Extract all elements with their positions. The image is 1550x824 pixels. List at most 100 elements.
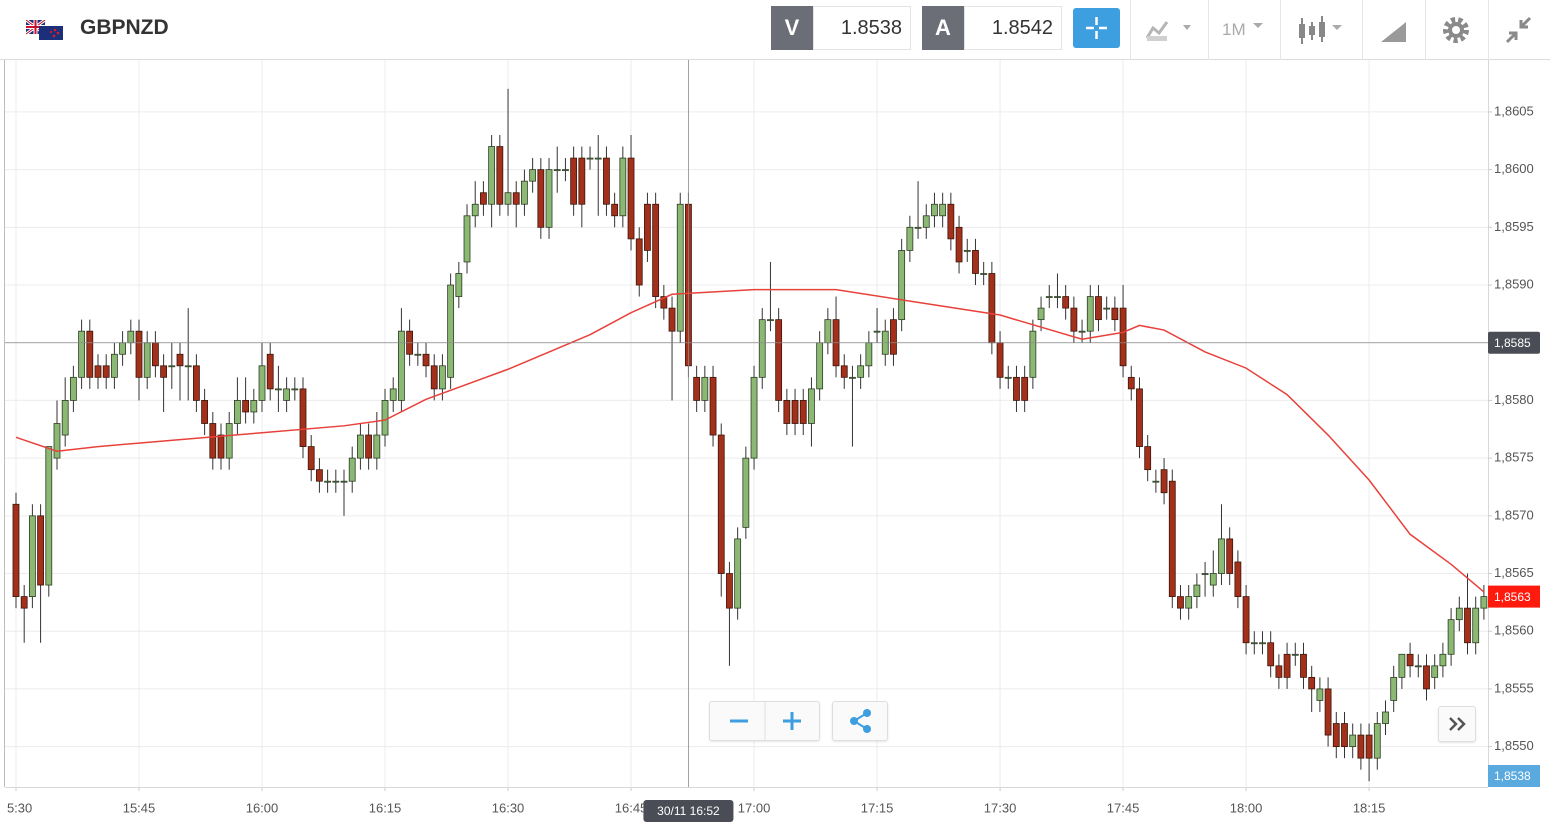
candle-body <box>742 457 750 528</box>
candle-body <box>143 342 151 378</box>
candle-body <box>1357 734 1365 759</box>
candle-body <box>447 284 455 378</box>
candle-body <box>1111 307 1119 321</box>
candle-body <box>955 226 963 263</box>
candle-body <box>217 434 225 459</box>
candle-body <box>808 388 815 424</box>
candle-body <box>1037 307 1045 321</box>
bid-price-label: 1,8538 <box>1494 769 1531 783</box>
candle-body <box>45 446 53 586</box>
candle-body <box>562 169 569 172</box>
candle-body <box>775 319 783 401</box>
ask-price: 1.8542 <box>964 6 1062 50</box>
candle-body <box>1209 573 1217 586</box>
candle-body <box>332 480 340 483</box>
candle-body <box>1308 676 1316 690</box>
candle-body <box>840 365 848 378</box>
candle-body <box>914 226 922 229</box>
crosshair-time-label: 30/11 16:52 <box>657 804 720 818</box>
candle-body <box>1431 665 1439 678</box>
zoom-in-button[interactable] <box>765 701 820 741</box>
candle-body <box>86 330 94 378</box>
x-tick-label: 16:45 <box>615 800 648 815</box>
candle-body <box>660 296 668 309</box>
candle-body <box>816 342 824 390</box>
x-tick-label: 17:00 <box>738 800 771 815</box>
candle-body <box>701 376 709 401</box>
candle-body <box>1332 723 1340 748</box>
zoom-out-button[interactable] <box>709 701 764 741</box>
candle-style-button[interactable] <box>1296 14 1352 48</box>
candle-body <box>750 376 758 459</box>
candle-body <box>578 157 586 205</box>
candle-body <box>168 365 176 368</box>
candle-body <box>357 434 364 459</box>
candle-body <box>512 192 520 205</box>
candle-body <box>963 250 971 252</box>
candle-body <box>1193 584 1201 597</box>
candle-body <box>1045 296 1053 298</box>
crosshair-time-box <box>643 800 734 822</box>
x-tick-label: 15:30 <box>0 800 32 815</box>
y-axis: 1,8550 1,8555 1,8560 1,8565 1,8570 1,8575 1,85… <box>1488 103 1534 753</box>
timeframe[interactable]: 1M <box>1222 20 1246 39</box>
candle-body <box>28 515 36 597</box>
candle-body <box>635 238 643 286</box>
candle-body <box>1464 607 1471 644</box>
candle-body <box>857 365 865 378</box>
candle-body <box>193 365 200 401</box>
candle-body <box>1406 653 1414 667</box>
candle-body <box>455 273 463 297</box>
candle-body <box>947 203 955 240</box>
candle-body <box>1021 376 1029 401</box>
candle-body <box>471 203 479 217</box>
candle-body <box>1283 653 1291 678</box>
candle-body <box>12 503 20 597</box>
candle-body <box>160 365 167 378</box>
candle-body <box>652 203 660 297</box>
candle-body <box>176 353 184 367</box>
candle-body <box>1054 296 1061 298</box>
candle-body <box>865 342 873 367</box>
candle-body <box>791 400 799 424</box>
candle-body <box>373 434 381 459</box>
symbol: GBPNZD <box>80 16 169 39</box>
candle-body <box>1070 307 1078 332</box>
candle-body <box>1013 376 1020 401</box>
draw-tool-button[interactable] <box>1378 16 1410 46</box>
candle-body <box>266 353 274 390</box>
x-tick-label: 16:15 <box>369 800 402 815</box>
candle-body <box>1119 307 1127 367</box>
candle-body <box>726 573 733 609</box>
candle-body <box>78 330 85 378</box>
candle-body <box>603 157 610 205</box>
x-tick-label: 16:00 <box>246 800 279 815</box>
candle-body <box>537 169 545 228</box>
x-tick-label: 17:45 <box>1107 800 1140 815</box>
candle-body <box>110 353 118 378</box>
crosshair-button[interactable] <box>1073 8 1120 48</box>
candle-body <box>594 157 602 160</box>
y-tick-label: 1,8590 <box>1494 276 1534 291</box>
candle-body <box>1242 596 1250 644</box>
candle-body <box>299 388 307 447</box>
collapse-button[interactable] <box>1503 14 1535 46</box>
settings-button[interactable] <box>1441 15 1471 45</box>
candle-body <box>627 157 635 240</box>
share-button[interactable] <box>832 701 888 741</box>
candle-body <box>1390 676 1398 701</box>
candle-body <box>1291 653 1299 656</box>
x-tick-label: 18:00 <box>1230 800 1263 815</box>
candle-body <box>1373 723 1381 759</box>
candle-body <box>324 480 332 483</box>
last-price-label: 1,8563 <box>1494 590 1531 604</box>
overlay: 30/11 16:52 1,8585 1,8563 1,8538 <box>5 60 1540 822</box>
y-tick-label: 1,8570 <box>1494 507 1534 522</box>
candle-body <box>1218 538 1225 574</box>
scroll-to-end-button[interactable] <box>1438 706 1476 742</box>
candle-body <box>480 192 487 205</box>
candle-body <box>422 353 430 367</box>
candle-body <box>209 423 217 459</box>
chart-type-button[interactable] <box>1143 16 1199 44</box>
candle-body <box>1267 642 1275 667</box>
